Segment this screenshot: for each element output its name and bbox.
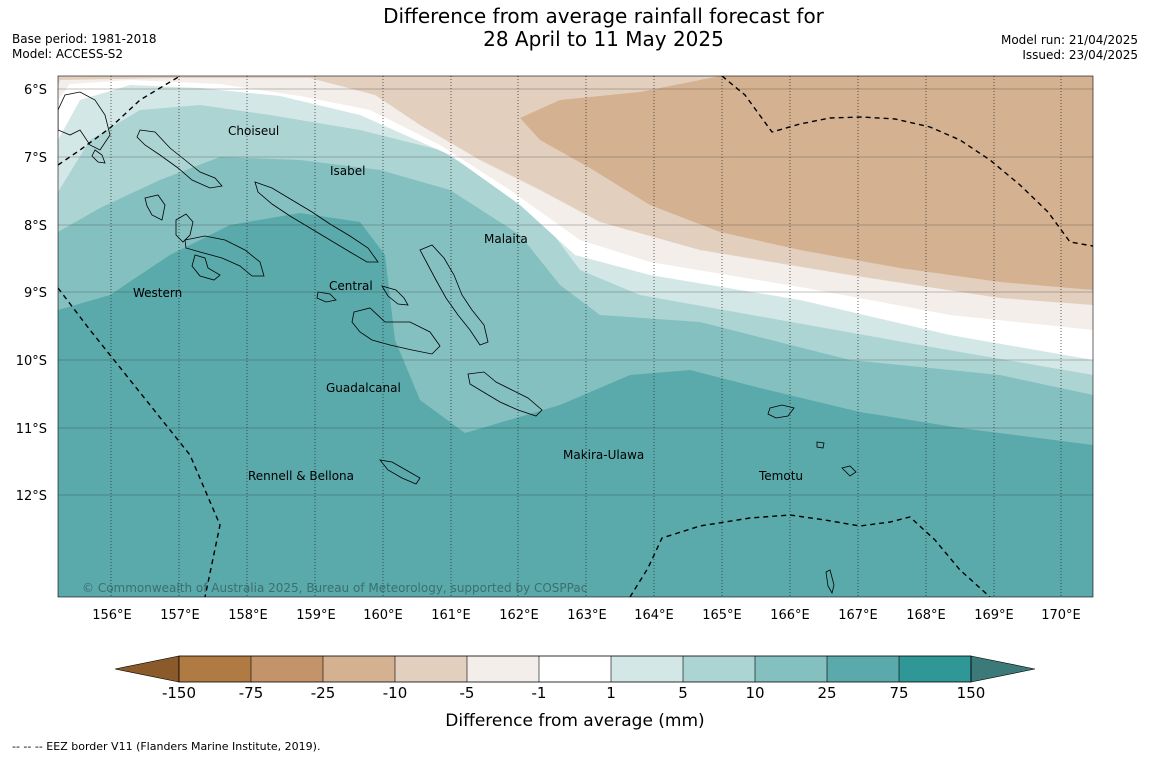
colorbar-tick-label: -1 — [532, 684, 547, 702]
place-label-temotu: Temotu — [758, 469, 803, 483]
colorbar-segment — [251, 656, 323, 682]
model-name: Model: ACCESS-S2 — [12, 47, 124, 61]
place-label-makira-ulawa: Makira-Ulawa — [563, 448, 644, 462]
place-label-guadalcanal: Guadalcanal — [326, 381, 401, 395]
colorbar-tick-label: 5 — [678, 684, 688, 702]
band-minus25-minus10 — [520, 76, 1093, 290]
colorbar-tick-label: -25 — [311, 684, 336, 702]
colorbar-segment — [683, 656, 755, 682]
colorbar-segment — [179, 656, 251, 682]
map-title-line1: Difference from average rainfall forecas… — [383, 4, 824, 28]
lat-label: 12°S — [16, 489, 47, 504]
place-label-isabel: Isabel — [330, 164, 365, 178]
colorbar-segment — [467, 656, 539, 682]
colorbar-extend-high — [970, 655, 1036, 683]
lon-label: 162°E — [499, 608, 539, 623]
colorbar-segment — [323, 656, 395, 682]
colorbar-tick-label: 10 — [745, 684, 764, 702]
colorbar-segment — [611, 656, 683, 682]
lat-gridlines — [58, 88, 1093, 496]
colorbar-segment — [539, 656, 611, 682]
eez-borders — [58, 76, 1093, 597]
eez-legend-note: -- -- -- EEZ border V11 (Flanders Marine… — [12, 740, 321, 753]
lon-label: 164°E — [634, 608, 674, 623]
colorbar-segment — [899, 656, 971, 682]
place-label-choiseul: Choiseul — [228, 124, 279, 138]
lon-label: 161°E — [431, 608, 471, 623]
place-label-malaita: Malaita — [484, 232, 528, 246]
lon-label: 159°E — [296, 608, 336, 623]
lat-label: 9°S — [24, 286, 47, 301]
lat-labels: 6°S 7°S 8°S 9°S 10°S 11°S 12°S — [16, 83, 47, 504]
colorbar — [114, 655, 1036, 683]
colorbar-tick-label: -150 — [162, 684, 196, 702]
colorbar-frame — [178, 655, 972, 683]
map-bands: © Commonwealth of Australia 2025, Bureau… — [58, 76, 1093, 597]
place-labels: Choiseul Isabel Malaita Western Central … — [133, 124, 803, 483]
place-label-central: Central — [329, 279, 373, 293]
map-frame — [57, 75, 1094, 598]
colorbar-tick-label: -5 — [460, 684, 475, 702]
lat-label: 8°S — [24, 219, 47, 234]
lon-label: 157°E — [160, 608, 200, 623]
lon-label: 168°E — [906, 608, 946, 623]
lon-labels: 156°E 157°E 158°E 159°E 160°E 161°E 162°… — [92, 608, 1081, 623]
lat-label: 7°S — [24, 151, 47, 166]
lon-label: 163°E — [567, 608, 607, 623]
lat-label: 10°S — [16, 354, 47, 369]
colorbar-segment — [755, 656, 827, 682]
issued-date: Issued: 23/04/2025 — [1022, 48, 1138, 62]
colorbar-extend-low — [114, 655, 180, 683]
colorbar-tick-label: 1 — [606, 684, 616, 702]
lon-label: 156°E — [92, 608, 132, 623]
place-label-rennell-bellona: Rennell & Bellona — [248, 469, 354, 483]
colorbar-tick-label: 75 — [889, 684, 908, 702]
place-label-western: Western — [133, 286, 182, 300]
colorbar-segment — [395, 656, 467, 682]
lon-label: 160°E — [363, 608, 403, 623]
colorbar-tick-label: -10 — [383, 684, 408, 702]
model-run: Model run: 21/04/2025 — [1000, 33, 1138, 47]
lon-label: 169°E — [974, 608, 1014, 623]
lon-label: 167°E — [838, 608, 878, 623]
lon-label: 170°E — [1041, 608, 1081, 623]
lon-label: 165°E — [702, 608, 742, 623]
colorbar-segment — [827, 656, 899, 682]
lat-label: 6°S — [24, 83, 47, 98]
colorbar-tick-label: -75 — [239, 684, 264, 702]
colorbar-tick-label: 25 — [817, 684, 836, 702]
colorbar-label: Difference from average (mm) — [445, 711, 704, 731]
map-title-line2: 28 April to 11 May 2025 — [483, 27, 724, 51]
lon-label: 158°E — [228, 608, 268, 623]
island-outlines — [58, 91, 857, 595]
colorbar-tick-label: 150 — [957, 684, 986, 702]
base-period: Base period: 1981-2018 — [12, 32, 157, 46]
copyright-text: © Commonwealth of Australia 2025, Bureau… — [82, 581, 587, 595]
colorbar-ticks: -150 -75 -25 -10 -5 -1 1 5 10 25 75 150 — [162, 684, 985, 702]
lat-label: 11°S — [16, 422, 47, 437]
lon-label: 166°E — [770, 608, 810, 623]
